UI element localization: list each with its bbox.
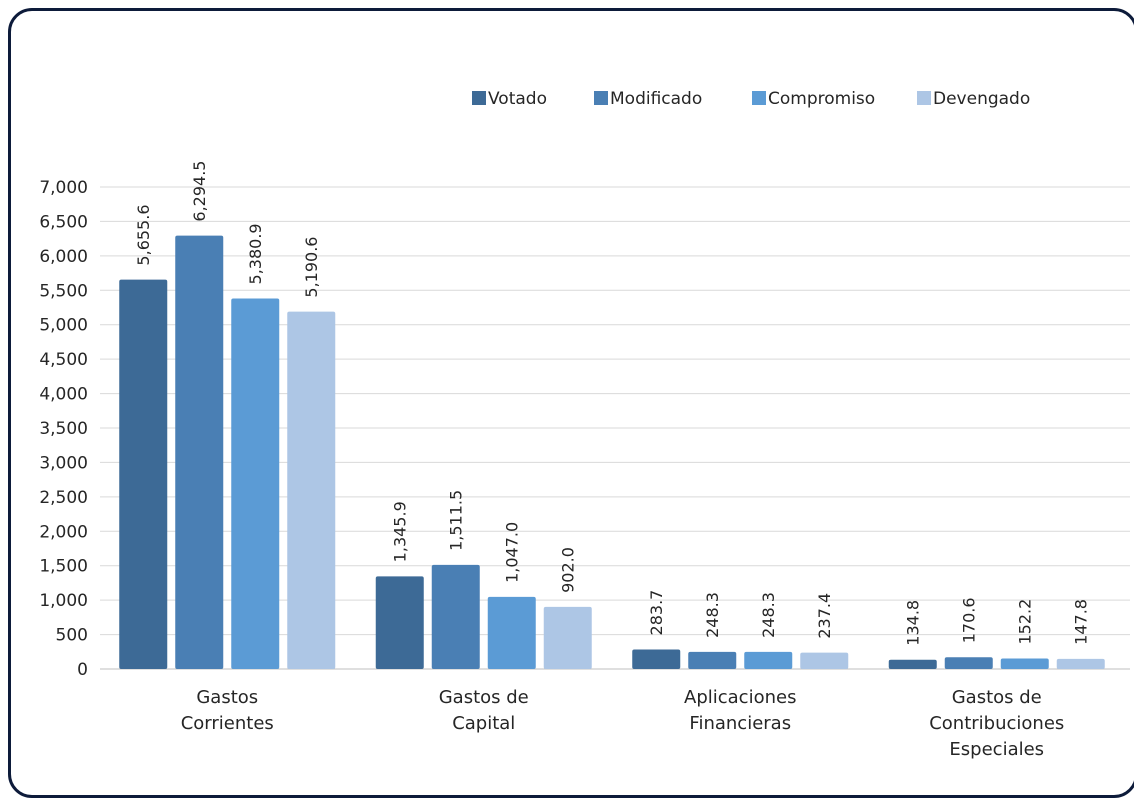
data-label: 152.2: [1016, 599, 1035, 645]
data-label: 283.7: [647, 590, 666, 636]
bars: 5,655.6 6,294.5 5,380.9 5,190.6 1,345.9 1,511…: [119, 161, 1105, 669]
data-label: 1,511.5: [447, 490, 466, 551]
legend-label: Devengado: [933, 89, 1030, 109]
y-axis: 0 500 1,000 1,500 2,000 2,500 3,000 3,500 4,000 4…: [39, 178, 88, 680]
x-category-label: Capital: [452, 713, 515, 734]
bar: [744, 651, 793, 669]
legend-item: Modificado: [594, 89, 702, 109]
legend-swatch: [752, 91, 766, 105]
y-tick-label: 5,500: [39, 281, 88, 301]
bar: [287, 311, 336, 669]
x-category-label: Aplicaciones: [684, 687, 796, 708]
data-label: 237.4: [815, 593, 834, 639]
y-tick-label: 6,500: [39, 212, 88, 232]
data-label: 5,380.9: [246, 223, 265, 284]
legend-swatch: [594, 91, 608, 105]
data-label: 147.8: [1072, 599, 1091, 645]
bar: [431, 564, 480, 669]
bar: [487, 596, 536, 669]
legend-swatch: [917, 91, 931, 105]
data-label: 1,047.0: [503, 522, 522, 583]
x-category-label: Corrientes: [181, 713, 274, 734]
legend-label: Modificado: [610, 89, 702, 109]
y-tick-label: 1,000: [39, 591, 88, 611]
legend-item: Compromiso: [752, 89, 875, 109]
data-label: 248.3: [759, 592, 778, 638]
data-label: 902.0: [559, 547, 578, 593]
x-category-label: Gastos de: [439, 687, 529, 708]
x-category-label: Contribuciones: [929, 713, 1064, 734]
x-category-label: Especiales: [949, 739, 1044, 760]
y-tick-label: 500: [56, 626, 88, 646]
legend-item: Votado: [472, 89, 547, 109]
y-tick-label: 2,000: [39, 522, 88, 542]
bar: [1056, 658, 1105, 669]
x-category-label: Financieras: [689, 713, 791, 734]
y-tick-label: 6,000: [39, 247, 88, 267]
x-axis: Gastos Corrientes Gastos de Capital Aplicaci…: [181, 687, 1065, 760]
bar: [175, 235, 224, 669]
x-category-label: Gastos: [196, 687, 258, 708]
y-tick-label: 4,500: [39, 350, 88, 370]
bar: [888, 659, 937, 669]
legend: Votado Modificado Compromiso Devengado: [472, 89, 1030, 109]
data-label: 5,655.6: [134, 204, 153, 265]
y-tick-label: 1,500: [39, 557, 88, 577]
y-tick-label: 4,000: [39, 385, 88, 405]
y-tick-label: 3,000: [39, 453, 88, 473]
legend-swatch: [472, 91, 486, 105]
data-label: 1,345.9: [391, 501, 410, 562]
legend-label: Votado: [488, 89, 547, 109]
data-label: 5,190.6: [302, 237, 321, 298]
y-tick-label: 0: [77, 660, 88, 680]
x-category-label: Gastos de: [952, 687, 1042, 708]
bar: [944, 657, 993, 669]
data-label: 248.3: [703, 592, 722, 638]
legend-item: Devengado: [917, 89, 1030, 109]
y-tick-label: 2,500: [39, 488, 88, 508]
bar: [688, 651, 737, 669]
legend-label: Compromiso: [768, 89, 875, 109]
y-tick-label: 5,000: [39, 316, 88, 336]
data-label: 134.8: [904, 600, 923, 646]
y-tick-label: 3,500: [39, 419, 88, 439]
bar: [1000, 658, 1049, 669]
y-tick-label: 7,000: [39, 178, 88, 198]
bar: [375, 576, 424, 669]
bar: [543, 606, 592, 669]
bar: [231, 298, 280, 669]
data-label: 170.6: [960, 597, 979, 643]
bar: [632, 649, 681, 669]
data-label: 6,294.5: [190, 161, 209, 222]
bar: [800, 652, 849, 669]
bar: [119, 279, 168, 669]
